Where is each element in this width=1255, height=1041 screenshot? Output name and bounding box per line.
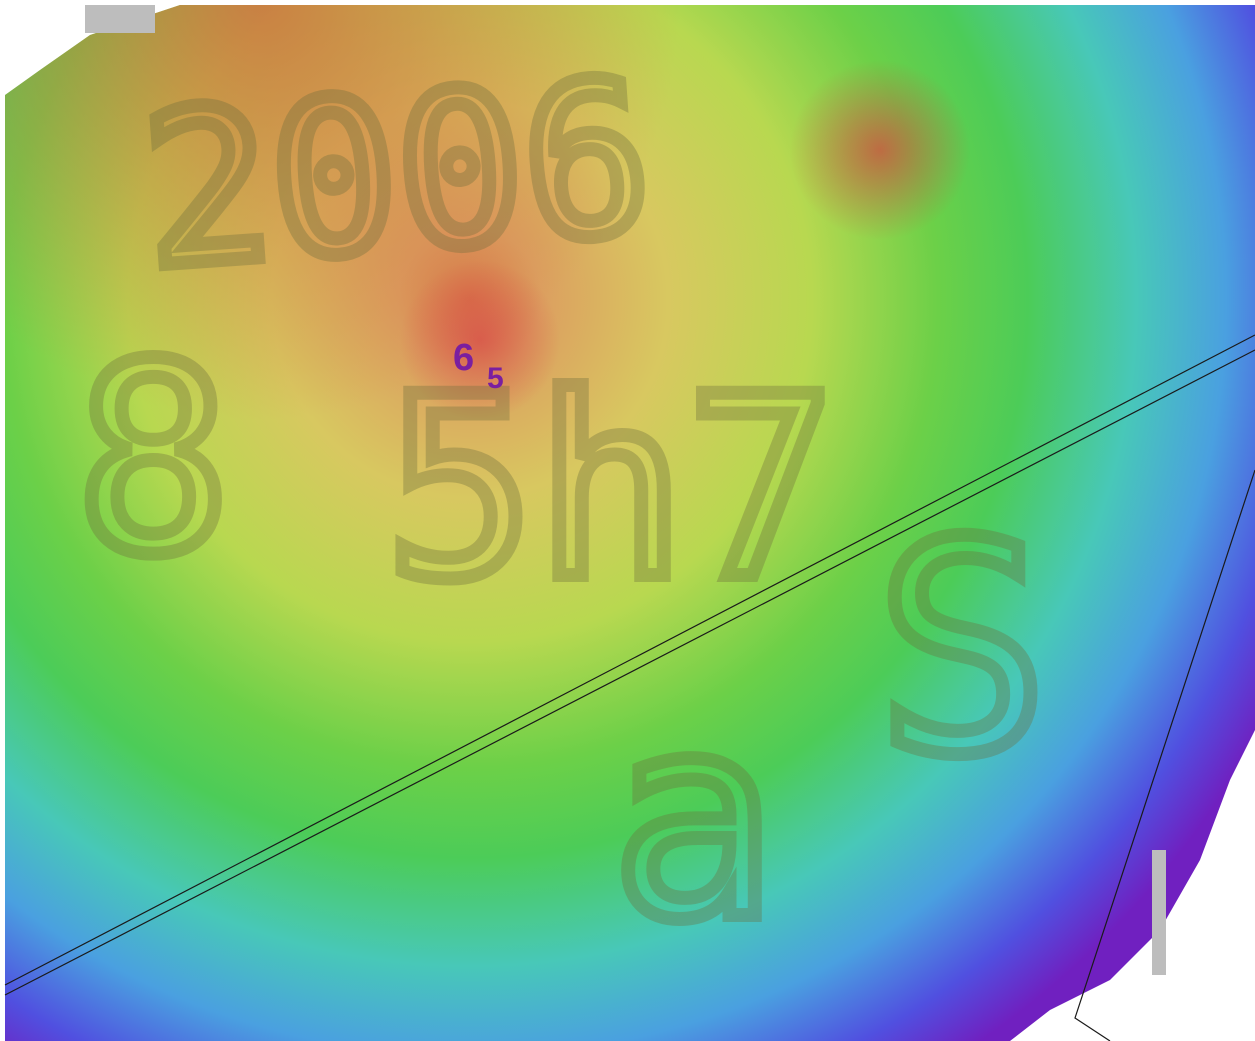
overlay-text: 5h7: [385, 343, 837, 634]
gray-patch: [85, 5, 155, 33]
depth-label: 6: [453, 337, 474, 379]
depth-label: 5: [487, 362, 504, 395]
gray-patch: [1152, 850, 1166, 975]
bathymetry-map: 200685h7Sa 6 5: [0, 0, 1255, 1041]
overlay-text: a: [610, 656, 779, 982]
overlay-text: 8: [75, 310, 232, 612]
overlay-text: 2006: [136, 35, 658, 315]
